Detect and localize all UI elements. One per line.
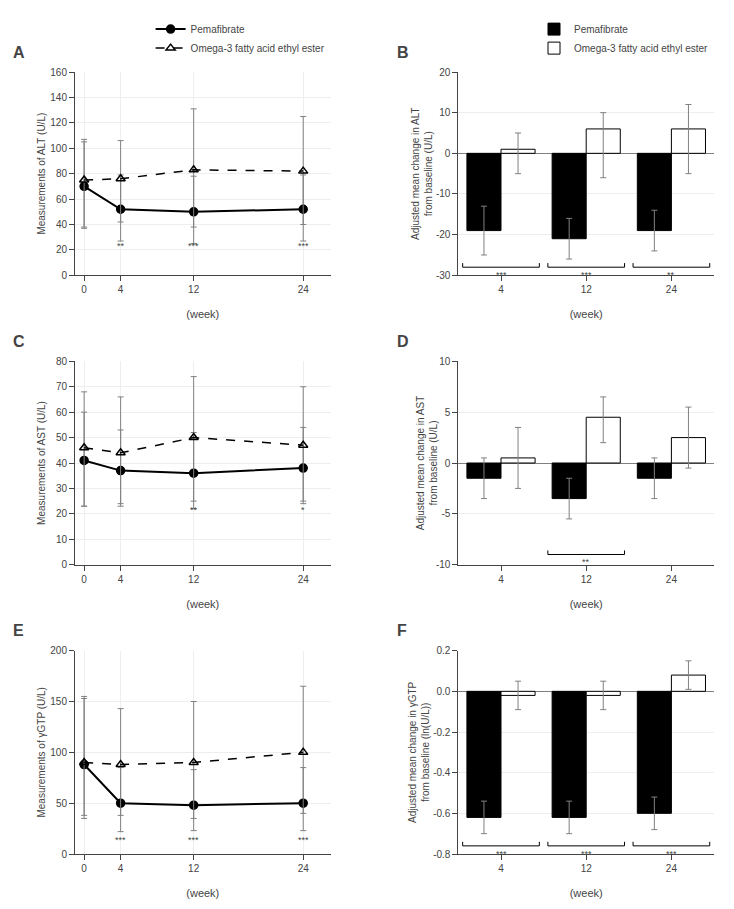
svg-text:10: 10 <box>439 107 451 118</box>
svg-text:(week): (week) <box>186 887 219 899</box>
svg-text:-10: -10 <box>436 188 451 199</box>
svg-text:24: 24 <box>666 574 678 585</box>
svg-text:***: *** <box>581 270 592 280</box>
svg-text:0.2: 0.2 <box>436 645 450 656</box>
svg-text:12: 12 <box>581 284 593 295</box>
svg-text:(week): (week) <box>570 887 603 899</box>
svg-text:0: 0 <box>61 849 67 860</box>
svg-text:(week): (week) <box>186 308 219 320</box>
svg-text:Pemafibrate: Pemafibrate <box>574 24 628 35</box>
svg-text:100: 100 <box>50 747 67 758</box>
svg-text:Pemafibrate: Pemafibrate <box>191 24 245 35</box>
svg-text:20: 20 <box>439 67 451 78</box>
svg-text:12: 12 <box>188 284 200 295</box>
svg-text:***: *** <box>581 849 592 859</box>
svg-text:***: *** <box>188 835 199 845</box>
svg-text:-0.8: -0.8 <box>433 849 451 860</box>
svg-text:***: *** <box>496 849 507 859</box>
svg-text:-10: -10 <box>436 559 451 570</box>
svg-text:0: 0 <box>81 574 87 585</box>
svg-text:12: 12 <box>188 863 200 874</box>
svg-text:60: 60 <box>56 194 68 205</box>
svg-text:4: 4 <box>498 284 504 295</box>
svg-text:Measurements of γGTP (U/L): Measurements of γGTP (U/L) <box>36 687 47 817</box>
svg-text:Adjusted mean change in ASTfro: Adjusted mean change in ASTfrom baseline… <box>415 396 439 531</box>
svg-text:70: 70 <box>56 381 68 392</box>
svg-text:160: 160 <box>50 67 67 78</box>
svg-text:-0.2: -0.2 <box>433 727 451 738</box>
svg-text:**: ** <box>582 557 590 567</box>
svg-text:-0.6: -0.6 <box>433 808 451 819</box>
svg-text:Measurements of AST (U/L): Measurements of AST (U/L) <box>36 401 47 525</box>
svg-text:E: E <box>13 622 24 639</box>
svg-text:100: 100 <box>50 143 67 154</box>
svg-text:Adjusted mean change in ALTfro: Adjusted mean change in ALTfrom baseline… <box>410 107 434 240</box>
svg-text:50: 50 <box>56 432 68 443</box>
svg-text:12: 12 <box>581 574 593 585</box>
svg-text:24: 24 <box>298 574 310 585</box>
svg-text:4: 4 <box>118 574 124 585</box>
svg-text:4: 4 <box>498 574 504 585</box>
svg-text:150: 150 <box>50 696 67 707</box>
svg-text:24: 24 <box>666 863 678 874</box>
svg-text:(week): (week) <box>570 598 603 610</box>
svg-text:Adjusted mean change in γGTPfr: Adjusted mean change in γGTPfrom baselin… <box>407 681 431 823</box>
svg-text:30: 30 <box>56 483 68 494</box>
svg-text:-5: -5 <box>441 508 450 519</box>
svg-text:Omega-3 fatty acid ethyl ester: Omega-3 fatty acid ethyl ester <box>191 43 325 54</box>
svg-text:0: 0 <box>445 458 451 469</box>
svg-text:10: 10 <box>56 534 68 545</box>
svg-text:(week): (week) <box>186 598 219 610</box>
svg-text:B: B <box>397 44 409 61</box>
svg-text:4: 4 <box>118 863 124 874</box>
svg-text:80: 80 <box>56 168 68 179</box>
svg-text:-0.4: -0.4 <box>433 767 451 778</box>
svg-text:-30: -30 <box>436 270 451 281</box>
svg-text:40: 40 <box>56 219 68 230</box>
svg-text:Measurements of ALT (U/L): Measurements of ALT (U/L) <box>36 113 47 235</box>
svg-text:20: 20 <box>56 508 68 519</box>
svg-text:A: A <box>13 44 25 61</box>
svg-text:***: *** <box>298 241 309 251</box>
svg-text:80: 80 <box>56 356 68 367</box>
svg-text:0.0: 0.0 <box>436 686 450 697</box>
svg-text:12: 12 <box>581 863 593 874</box>
svg-text:-20: -20 <box>436 229 451 240</box>
svg-text:24: 24 <box>666 284 678 295</box>
svg-text:200: 200 <box>50 645 67 656</box>
svg-text:24: 24 <box>298 284 310 295</box>
svg-text:24: 24 <box>298 863 310 874</box>
svg-text:4: 4 <box>118 284 124 295</box>
svg-text:140: 140 <box>50 92 67 103</box>
svg-text:**: ** <box>667 270 675 280</box>
svg-text:***: *** <box>115 835 126 845</box>
svg-text:C: C <box>13 333 25 350</box>
svg-text:60: 60 <box>56 407 68 418</box>
svg-text:0: 0 <box>61 559 67 570</box>
svg-text:0: 0 <box>81 863 87 874</box>
svg-text:120: 120 <box>50 117 67 128</box>
svg-text:***: *** <box>188 241 199 251</box>
svg-text:**: ** <box>190 505 198 515</box>
svg-text:***: *** <box>496 270 507 280</box>
svg-text:D: D <box>397 333 409 350</box>
svg-text:12: 12 <box>188 574 200 585</box>
svg-text:20: 20 <box>56 244 68 255</box>
svg-text:F: F <box>397 622 407 639</box>
svg-text:(week): (week) <box>570 308 603 320</box>
svg-text:**: ** <box>117 241 125 251</box>
svg-text:40: 40 <box>56 458 68 469</box>
svg-text:4: 4 <box>498 863 504 874</box>
svg-text:*: * <box>301 505 305 515</box>
svg-text:Omega-3 fatty acid ethyl ester: Omega-3 fatty acid ethyl ester <box>574 43 708 54</box>
svg-text:50: 50 <box>56 798 68 809</box>
svg-text:5: 5 <box>445 407 451 418</box>
svg-text:0: 0 <box>61 270 67 281</box>
svg-text:0: 0 <box>81 284 87 295</box>
svg-text:***: *** <box>298 835 309 845</box>
svg-text:0: 0 <box>445 148 451 159</box>
svg-text:***: *** <box>666 849 677 859</box>
svg-text:10: 10 <box>439 356 451 367</box>
